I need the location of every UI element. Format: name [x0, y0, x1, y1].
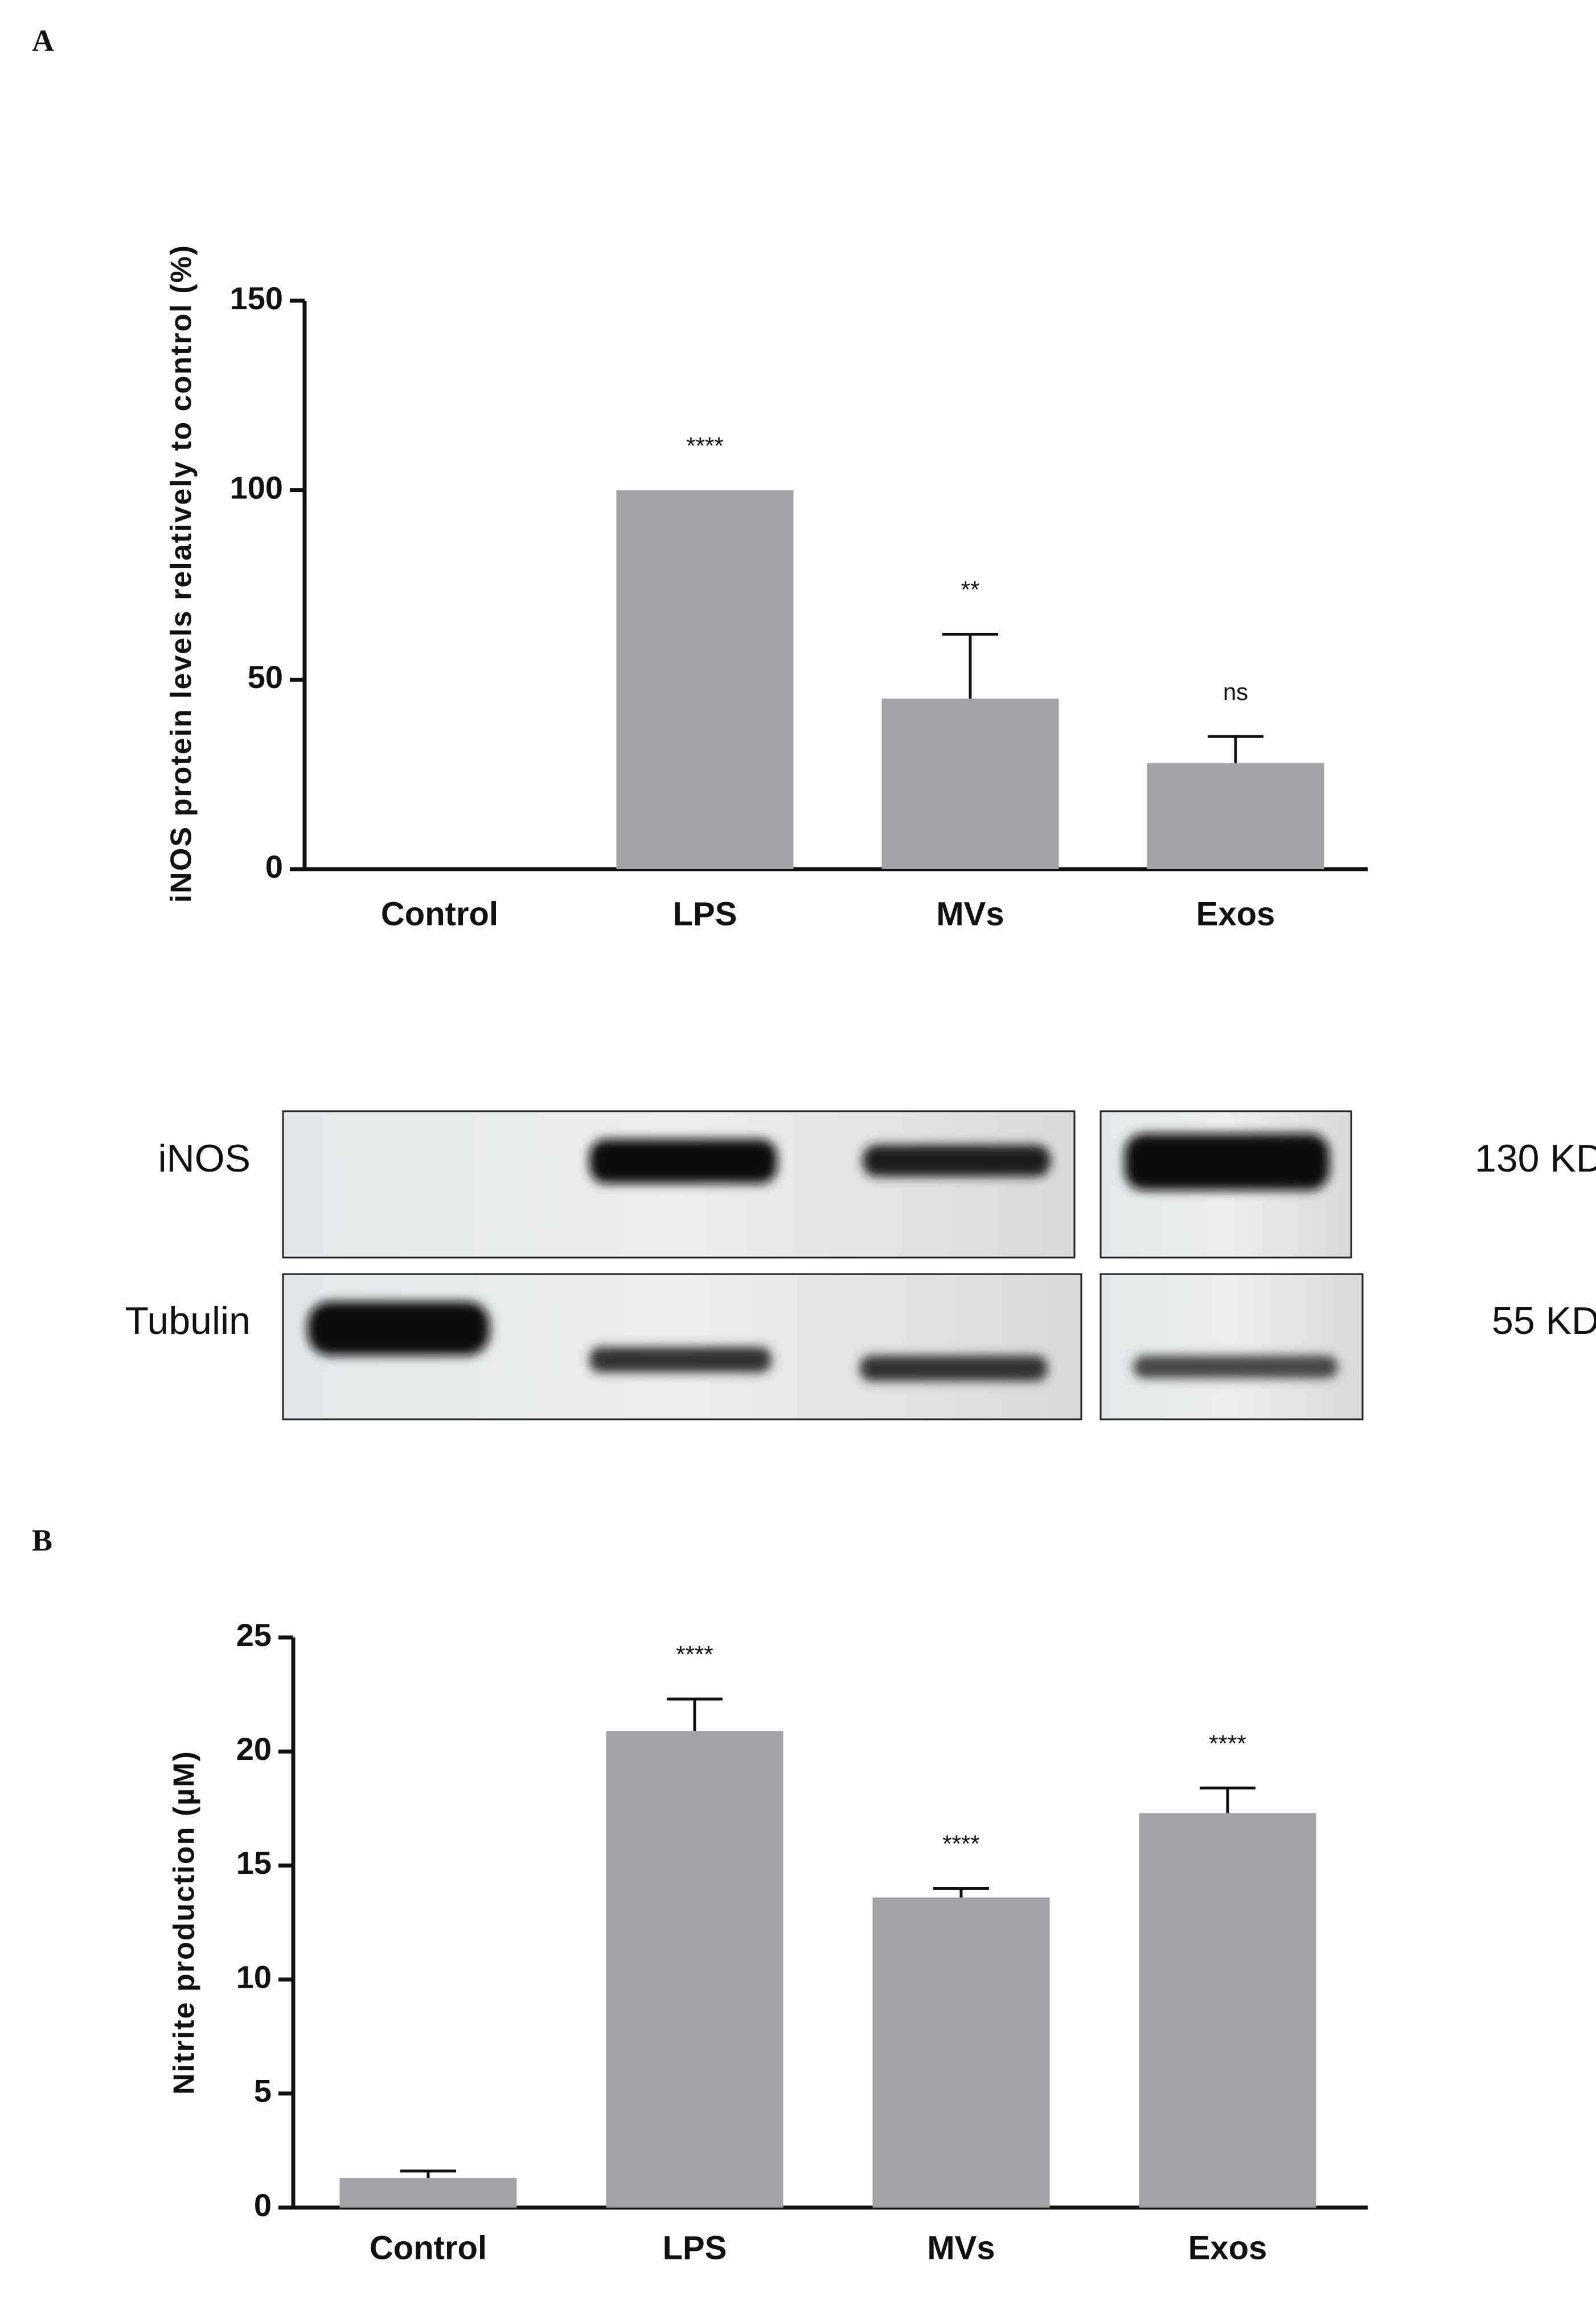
blot-membrane: [1099, 1273, 1364, 1420]
blot-bands: [307, 1133, 1338, 1381]
error-bar: [933, 1886, 989, 1898]
bar: [339, 2177, 517, 2208]
blot-row-label: iNOS: [158, 1137, 251, 1180]
bar: [1139, 1813, 1316, 2208]
error-bar: [667, 1697, 723, 1731]
bar: [881, 698, 1059, 869]
bar: [606, 1731, 783, 2208]
panel-label: B: [32, 1523, 52, 1557]
y-tick-label: 150: [230, 280, 283, 316]
x-tick-label: LPS: [673, 895, 737, 932]
band: [860, 1356, 1048, 1381]
y-tick-label: 10: [236, 1959, 272, 1995]
western-blot: iNOS Tubulin 130 KDa 55 KDa: [125, 1110, 1596, 1420]
y-tick-label: 15: [236, 1845, 272, 1881]
y-axis-title: iNOS protein levels relatively to contro…: [165, 244, 198, 903]
band: [307, 1301, 490, 1356]
y-tick-label: 0: [265, 849, 283, 885]
x-tick-label: MVs: [927, 2229, 995, 2266]
x-tick-label: Exos: [1196, 895, 1275, 932]
x-tick-label: Control: [370, 2229, 487, 2266]
y-tick-label: 5: [254, 2073, 272, 2109]
significance-label: ****: [1209, 1730, 1246, 1756]
y-tick-label: 0: [254, 2187, 272, 2223]
significance-label: ****: [686, 432, 723, 459]
significance-label: **: [961, 576, 980, 603]
band: [589, 1347, 772, 1373]
significance-label: ****: [676, 1641, 713, 1668]
x-tick-label: Exos: [1188, 2229, 1267, 2266]
error-bar: [942, 632, 998, 699]
y-axis-title: Nitrite production (µM): [168, 1750, 201, 2095]
x-tick-label: LPS: [663, 2229, 727, 2266]
bar: [1147, 763, 1324, 869]
blot-row-label: Tubulin: [125, 1299, 251, 1342]
band: [1125, 1133, 1330, 1190]
blot-membrane: [282, 1110, 1076, 1259]
bar: [872, 1897, 1050, 2208]
blot-size-label: 130 KDa: [1475, 1137, 1596, 1180]
blot-size-label: 55 KDa: [1492, 1299, 1596, 1342]
band: [863, 1145, 1051, 1177]
band: [1133, 1356, 1338, 1378]
error-bar: [400, 2169, 456, 2178]
x-tick-label: Control: [381, 895, 498, 932]
significance-label: ****: [942, 1831, 979, 1857]
y-tick-label: 50: [248, 659, 283, 695]
significance-label: ns: [1223, 678, 1248, 705]
bar: [616, 490, 794, 869]
error-bar: [1208, 735, 1263, 763]
y-tick-label: 100: [230, 469, 283, 505]
y-tick-label: 25: [236, 1617, 272, 1653]
panel-label: A: [32, 23, 54, 58]
y-tick-label: 20: [236, 1731, 272, 1767]
error-bar: [1200, 1786, 1256, 1813]
band: [589, 1139, 777, 1184]
x-tick-label: MVs: [936, 895, 1004, 932]
